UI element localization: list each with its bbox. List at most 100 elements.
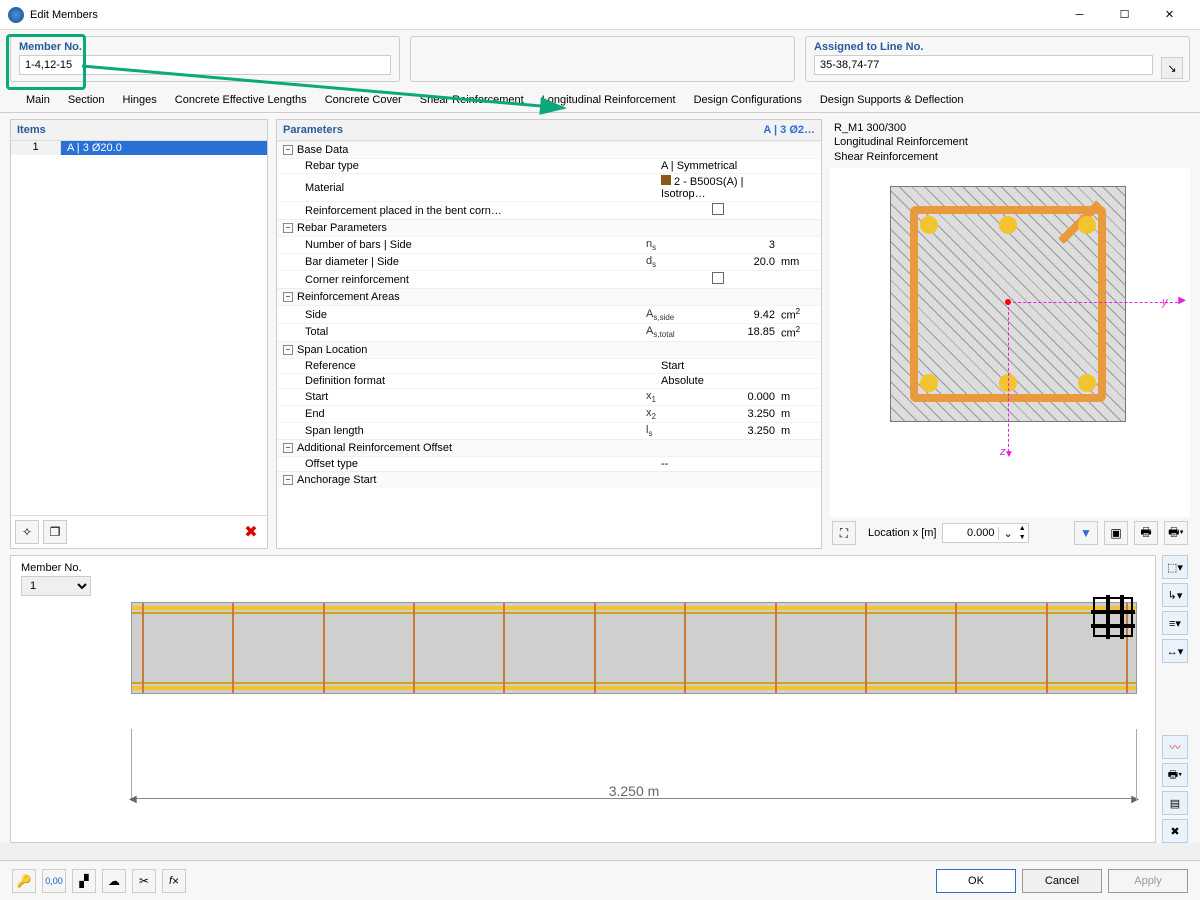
location-spinner[interactable]: ⌄▲▼ xyxy=(942,523,1028,543)
tool3-button[interactable]: ▞ xyxy=(72,869,96,893)
param-row[interactable]: Bar diameter | Sideds20.0mm xyxy=(277,253,821,270)
window-title: Edit Members xyxy=(30,9,1057,21)
maximize-button[interactable]: ☐ xyxy=(1102,1,1147,29)
preview-panel: R_M1 300/300 Longitudinal Reinforcement … xyxy=(830,119,1190,549)
parameters-header: Parameters xyxy=(283,124,343,136)
view-tool-button[interactable]: ⛶ xyxy=(832,521,856,545)
apply-button[interactable]: Apply xyxy=(1108,869,1188,893)
lower-member-select[interactable]: 1 xyxy=(21,576,91,596)
curve-tool-button[interactable]: 〰 xyxy=(1162,735,1188,759)
tab-main[interactable]: Main xyxy=(24,90,52,112)
assigned-line-label: Assigned to Line No. xyxy=(814,41,1181,53)
param-row[interactable]: SideAs,side9.42cm2 xyxy=(277,305,821,323)
param-group-header[interactable]: −Reinforcement Areas xyxy=(277,289,821,305)
preview-title-1: R_M1 300/300 xyxy=(834,121,1186,135)
tool5-button[interactable]: ✂ xyxy=(132,869,156,893)
copy-item-button[interactable]: ❐ xyxy=(43,520,67,544)
bot-rebar-2 xyxy=(132,682,1136,684)
param-group-header[interactable]: −Rebar Parameters xyxy=(277,220,821,236)
fit-view-button[interactable]: ▣ xyxy=(1104,521,1128,545)
tool4-button[interactable]: ☁ xyxy=(102,869,126,893)
iso-view-button[interactable]: ⬚▾ xyxy=(1162,555,1188,579)
stirrup-line xyxy=(955,603,957,693)
items-panel: Items 1A | 3 Ø20.0 ✧ ❐ ✖ xyxy=(10,119,268,549)
axis-z xyxy=(1008,302,1009,452)
tab-design-supports-deflection[interactable]: Design Supports & Deflection xyxy=(818,90,966,112)
param-row[interactable]: Material2 - B500S(A) | Isotrop… xyxy=(277,173,821,201)
print-view-button[interactable]: 🖶▾ xyxy=(1162,763,1188,787)
cross-section-canvas[interactable]: y z xyxy=(830,168,1190,517)
stirrup-line xyxy=(232,603,234,693)
stirrup-line xyxy=(142,603,144,693)
param-row[interactable]: Number of bars | Sidens3 xyxy=(277,236,821,253)
pick-line-button[interactable]: ↘ xyxy=(1161,57,1183,79)
app-icon xyxy=(8,7,24,23)
item-row[interactable]: 1A | 3 Ø20.0 xyxy=(11,141,267,155)
param-row[interactable]: Endx23.250m xyxy=(277,405,821,422)
axis-z-label: z xyxy=(1000,446,1006,458)
new-item-button[interactable]: ✧ xyxy=(15,520,39,544)
minimize-button[interactable]: ─ xyxy=(1057,1,1102,29)
preview-title-3: Shear Reinforcement xyxy=(834,150,1186,164)
param-row[interactable]: Corner reinforcement xyxy=(277,270,821,288)
param-row[interactable]: Rebar typeA | Symmetrical xyxy=(277,158,821,173)
cancel-button[interactable]: Cancel xyxy=(1022,869,1102,893)
beam-viewer[interactable]: Member No. 1 ◀▶ 3.2 xyxy=(10,555,1156,843)
location-input[interactable] xyxy=(943,525,998,541)
callout-arrow xyxy=(82,56,582,116)
rebar-dot xyxy=(999,216,1017,234)
items-list[interactable]: 1A | 3 Ø20.0 xyxy=(11,141,267,515)
print-button[interactable]: 🖶 xyxy=(1134,521,1158,545)
location-label: Location x [m] xyxy=(868,527,936,539)
axis-toggle-button[interactable]: ↔▾ xyxy=(1162,639,1188,663)
script-button[interactable]: f× xyxy=(162,869,186,893)
param-row[interactable]: Span lengthls3.250m xyxy=(277,422,821,439)
close-button[interactable]: ✕ xyxy=(1147,1,1192,29)
ok-button[interactable]: OK xyxy=(936,869,1016,893)
dimension-text: 3.250 m xyxy=(609,783,660,799)
units-button[interactable]: 0,00 xyxy=(42,869,66,893)
beam-elevation xyxy=(131,602,1137,694)
param-row[interactable]: Offset type-- xyxy=(277,456,821,471)
axis-y xyxy=(1008,302,1178,303)
help-button[interactable]: 🔑 xyxy=(12,869,36,893)
stirrup-line xyxy=(1046,603,1048,693)
param-row[interactable]: TotalAs,total18.85cm2 xyxy=(277,323,821,341)
lower-member-label: Member No. xyxy=(21,562,82,574)
stirrup-line xyxy=(865,603,867,693)
param-row[interactable]: ReferenceStart xyxy=(277,358,821,373)
parameters-tree[interactable]: −Base DataRebar typeA | SymmetricalMater… xyxy=(277,141,821,548)
display-options-button[interactable]: ≡▾ xyxy=(1162,611,1188,635)
rebar-dot xyxy=(1078,216,1096,234)
print-menu-button[interactable]: 🖶▾ xyxy=(1164,521,1188,545)
rebar-dot xyxy=(920,216,938,234)
assigned-line-input[interactable] xyxy=(814,55,1153,75)
results-button[interactable]: ▤ xyxy=(1162,791,1188,815)
tab-design-configurations[interactable]: Design Configurations xyxy=(692,90,804,112)
titlebar: Edit Members ─ ☐ ✕ xyxy=(0,0,1200,30)
param-row[interactable]: Definition formatAbsolute xyxy=(277,373,821,388)
param-group-header[interactable]: −Span Location xyxy=(277,342,821,358)
xy-view-button[interactable]: ↳▾ xyxy=(1162,583,1188,607)
param-group-header[interactable]: −Base Data xyxy=(277,142,821,158)
dialog-buttonbar: 🔑 0,00 ▞ ☁ ✂ f× OK Cancel Apply xyxy=(0,860,1200,900)
rebar-dot xyxy=(920,374,938,392)
member-highlight xyxy=(6,34,86,90)
top-rebar xyxy=(132,606,1136,610)
preview-title-2: Longitudinal Reinforcement xyxy=(834,135,1186,149)
filter-button[interactable]: ▼ xyxy=(1074,521,1098,545)
clear-results-button[interactable]: ✖ xyxy=(1162,819,1188,843)
parameters-header-right: A | 3 Ø2… xyxy=(763,124,815,136)
param-group-header[interactable]: −Additional Reinforcement Offset xyxy=(277,440,821,456)
param-group-header[interactable]: −Anchorage Start xyxy=(277,472,821,488)
axis-y-label: y xyxy=(1162,296,1168,308)
items-header: Items xyxy=(17,124,46,136)
delete-item-button[interactable]: ✖ xyxy=(239,520,263,544)
param-row[interactable]: Startx10.000m xyxy=(277,388,821,405)
rebar-dot xyxy=(1078,374,1096,392)
stirrup-line xyxy=(503,603,505,693)
param-row[interactable]: Reinforcement placed in the bent corn… xyxy=(277,201,821,219)
assigned-line-group: Assigned to Line No. ↘ xyxy=(805,36,1190,82)
stirrup-line xyxy=(413,603,415,693)
viewer-toolbar: ⬚▾ ↳▾ ≡▾ ↔▾ 〰 🖶▾ ▤ ✖ xyxy=(1162,555,1190,843)
